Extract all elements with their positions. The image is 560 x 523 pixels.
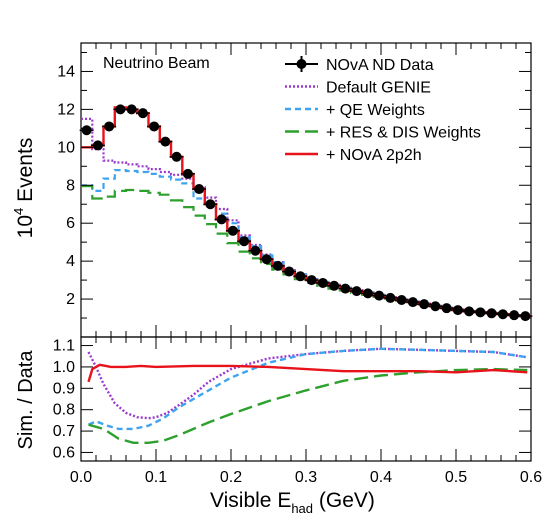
x-tick-label: 0.1 — [145, 469, 167, 486]
y-tick-label-top: 6 — [66, 215, 75, 232]
y-tick-label-top: 14 — [57, 63, 75, 80]
data-point — [340, 283, 351, 294]
y-tick-label-bottom: 1.0 — [53, 359, 75, 376]
y-tick-label-top: 10 — [57, 139, 75, 156]
x-axis-label: Visible Ehad (GeV) — [210, 489, 375, 516]
data-point — [497, 309, 508, 320]
data-point — [160, 136, 171, 147]
data-point — [430, 301, 441, 312]
y-axis-label-bottom: Sim. / Data — [15, 350, 37, 450]
y-tick-label-top: 8 — [66, 177, 75, 194]
y-tick-label-bottom: 0.9 — [53, 380, 75, 397]
data-point — [137, 108, 148, 119]
x-tick-label: 0.0 — [70, 469, 92, 486]
data-point — [126, 104, 137, 115]
data-point — [374, 290, 385, 301]
legend-label: + RES & DIS Weights — [326, 125, 481, 142]
data-point — [205, 199, 216, 210]
data-point — [486, 308, 497, 319]
bottom-panel: 0.0 0.1 0.2 0.3 0.4 0.5 0.6 0.6 0.7 0.8 0.9 1.0 1.1 — [53, 336, 542, 486]
data-point — [407, 297, 418, 308]
y-tick-label-top: 12 — [57, 101, 75, 118]
data-point — [239, 236, 250, 247]
data-point — [396, 295, 407, 306]
y-axis-label-top: 104 Events — [11, 138, 37, 239]
data-point — [194, 184, 205, 195]
data-point — [227, 225, 238, 236]
data-point — [362, 288, 373, 299]
data-point — [104, 121, 115, 132]
data-point — [509, 310, 520, 321]
data-point — [272, 260, 283, 271]
ratio-line-1 — [88, 347, 528, 431]
x-tick-label: 0.5 — [445, 469, 467, 486]
legend: NOvA ND Data Default GENIE + QE Weights + R… — [285, 56, 481, 164]
y-tick-label-bottom: 1.1 — [53, 338, 75, 355]
x-tick-label: 0.4 — [370, 469, 392, 486]
data-point — [351, 286, 362, 297]
data-point — [250, 245, 261, 256]
data-point — [385, 292, 396, 303]
top-panel: 2 4 6 8 10 12 14 — [57, 42, 533, 338]
data-point — [149, 121, 160, 132]
y-tick-label-bottom: 0.6 — [53, 444, 75, 461]
legend-label: NOvA ND Data — [326, 57, 434, 74]
data-point — [261, 254, 272, 265]
data-point — [306, 275, 317, 286]
data-point — [317, 277, 328, 288]
legend-label: Default GENIE — [326, 80, 431, 97]
legend-label: + NOvA 2p2h — [326, 147, 422, 164]
data-point — [419, 299, 430, 310]
x-tick-label: 0.6 — [520, 469, 542, 486]
x-tick-label: 0.2 — [220, 469, 242, 486]
x-tick-label: 0.3 — [295, 469, 317, 486]
data-point — [475, 307, 486, 318]
y-tick-label-bottom: 0.8 — [53, 402, 75, 419]
data-point — [182, 168, 193, 179]
data-point — [171, 151, 182, 162]
data-point — [92, 140, 103, 151]
series-line-3 — [81, 185, 531, 318]
data-point — [441, 303, 452, 314]
data-point — [464, 306, 475, 317]
data-point — [295, 271, 306, 282]
ratio-line-2 — [88, 367, 528, 444]
data-point — [329, 280, 340, 291]
data-point — [284, 266, 295, 277]
y-tick-label-top: 2 — [66, 291, 75, 308]
series-line-1 — [81, 117, 531, 317]
legend-swatch-data-marker — [296, 59, 307, 69]
annotation-text: Neutrino Beam — [103, 55, 210, 72]
data-point — [216, 214, 227, 225]
data-point — [520, 311, 531, 322]
ratio-line-3 — [87, 363, 528, 383]
ratio-line-0 — [87, 347, 528, 420]
y-tick-label-top: 4 — [66, 253, 75, 270]
legend-label: + QE Weights — [326, 102, 425, 119]
data-point — [452, 305, 463, 316]
y-tick-label-bottom: 0.7 — [53, 423, 75, 440]
data-point — [81, 125, 92, 136]
data-point — [115, 104, 126, 115]
